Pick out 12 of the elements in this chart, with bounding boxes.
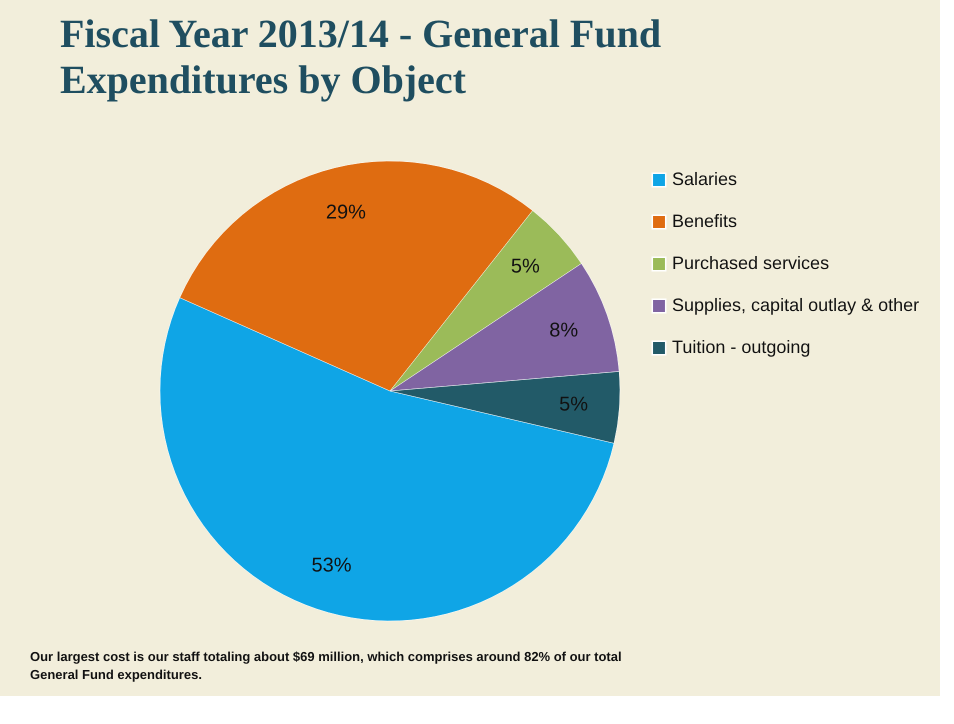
text: Our largest cost is our staff totaling about $69 million, which comprises around 82% of our total General Fund expenditures.	[30, 649, 622, 682]
data-label: 29%	[326, 201, 366, 224]
legend-label: Purchased services	[672, 253, 830, 273]
legend-label: Supplies, capital outlay & other	[672, 295, 920, 315]
data-label: 53%	[312, 554, 352, 576]
data-label: 8%	[549, 319, 578, 342]
legend-label: Tuition - outgoing	[672, 337, 810, 357]
data-label: 5%	[510, 255, 540, 278]
legend-label: Benefits	[672, 211, 738, 231]
chart-title: Fiscal Year 2013/14 - General Fund Expenditures by Object	[60, 11, 662, 102]
data-label: 5%	[559, 393, 588, 416]
legend-label: Salaries	[672, 169, 738, 189]
